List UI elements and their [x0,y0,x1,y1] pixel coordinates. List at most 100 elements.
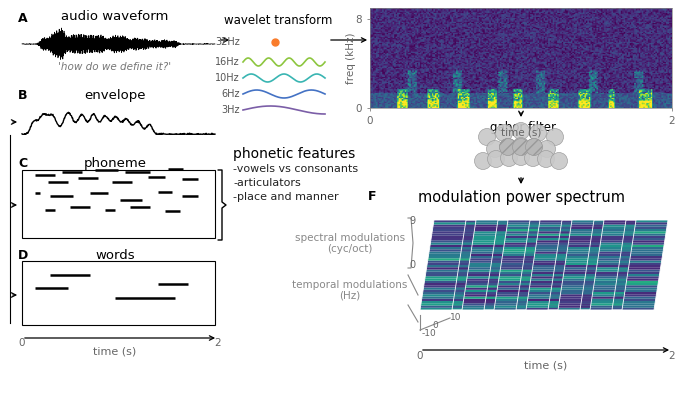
Polygon shape [556,258,598,260]
Polygon shape [521,272,564,274]
Polygon shape [452,306,495,308]
Polygon shape [460,256,502,258]
Circle shape [499,138,517,155]
Polygon shape [455,287,497,290]
Polygon shape [528,231,570,234]
Polygon shape [494,243,536,245]
Polygon shape [586,269,628,272]
Text: envelope: envelope [84,89,145,102]
Polygon shape [421,299,464,301]
Polygon shape [613,303,655,306]
Circle shape [501,149,517,166]
Polygon shape [486,297,528,299]
Polygon shape [421,306,462,308]
Polygon shape [425,274,468,276]
Polygon shape [496,229,539,231]
Polygon shape [458,272,500,274]
Polygon shape [431,238,473,240]
Text: temporal modulations: temporal modulations [292,280,407,290]
Polygon shape [519,292,560,294]
Polygon shape [424,281,466,283]
Polygon shape [621,249,663,252]
Circle shape [530,125,547,142]
Polygon shape [622,240,665,243]
X-axis label: time (s): time (s) [501,127,541,137]
Polygon shape [488,283,530,285]
Text: time (s): time (s) [524,360,567,370]
Polygon shape [452,308,495,310]
Polygon shape [458,267,501,269]
Polygon shape [613,299,656,301]
Polygon shape [624,234,666,236]
Polygon shape [462,247,504,249]
Polygon shape [423,292,465,294]
Text: audio waveform: audio waveform [61,10,169,23]
Polygon shape [453,299,496,301]
Polygon shape [457,276,499,278]
Polygon shape [619,258,662,260]
Polygon shape [587,267,628,269]
Polygon shape [525,252,567,254]
Polygon shape [464,234,506,236]
Polygon shape [490,265,533,267]
Text: 3Hz: 3Hz [222,105,240,115]
Polygon shape [433,225,475,227]
Polygon shape [558,245,600,247]
Polygon shape [581,303,623,306]
Polygon shape [557,252,599,254]
Polygon shape [590,243,632,245]
Polygon shape [491,263,533,265]
Polygon shape [490,272,532,274]
Polygon shape [580,306,623,308]
Circle shape [512,123,530,140]
Polygon shape [615,285,658,287]
Polygon shape [582,294,624,297]
Polygon shape [585,274,628,276]
Polygon shape [496,231,539,234]
Polygon shape [422,294,464,297]
Polygon shape [434,220,476,222]
Text: 2: 2 [669,351,675,361]
Text: gabor filter: gabor filter [490,122,556,134]
Polygon shape [589,254,630,256]
Polygon shape [583,287,626,290]
Polygon shape [492,256,534,258]
Polygon shape [428,256,471,258]
Text: 9: 9 [410,216,416,226]
Polygon shape [556,260,598,263]
Polygon shape [453,301,495,303]
Text: phonetic features: phonetic features [233,147,355,161]
Polygon shape [458,269,500,272]
Polygon shape [528,234,570,236]
Polygon shape [523,258,566,260]
Polygon shape [558,243,600,245]
Polygon shape [552,283,594,285]
Polygon shape [518,294,560,297]
Polygon shape [522,269,565,272]
Polygon shape [461,249,504,252]
Polygon shape [431,236,473,238]
Polygon shape [491,260,534,263]
Polygon shape [582,292,625,294]
Polygon shape [528,236,569,238]
Polygon shape [459,263,501,265]
Polygon shape [561,222,604,225]
Polygon shape [492,258,534,260]
Circle shape [525,149,541,166]
Polygon shape [529,227,571,229]
Polygon shape [615,287,657,290]
Polygon shape [555,265,597,267]
Polygon shape [462,245,504,247]
Polygon shape [523,263,565,265]
Polygon shape [524,256,567,258]
Polygon shape [591,236,634,238]
Polygon shape [589,247,632,249]
Polygon shape [454,292,497,294]
Circle shape [512,138,530,155]
Text: B: B [18,89,27,102]
Polygon shape [592,231,635,234]
Polygon shape [497,222,540,225]
Polygon shape [582,297,624,299]
Text: 0: 0 [432,322,438,330]
Polygon shape [519,287,562,290]
